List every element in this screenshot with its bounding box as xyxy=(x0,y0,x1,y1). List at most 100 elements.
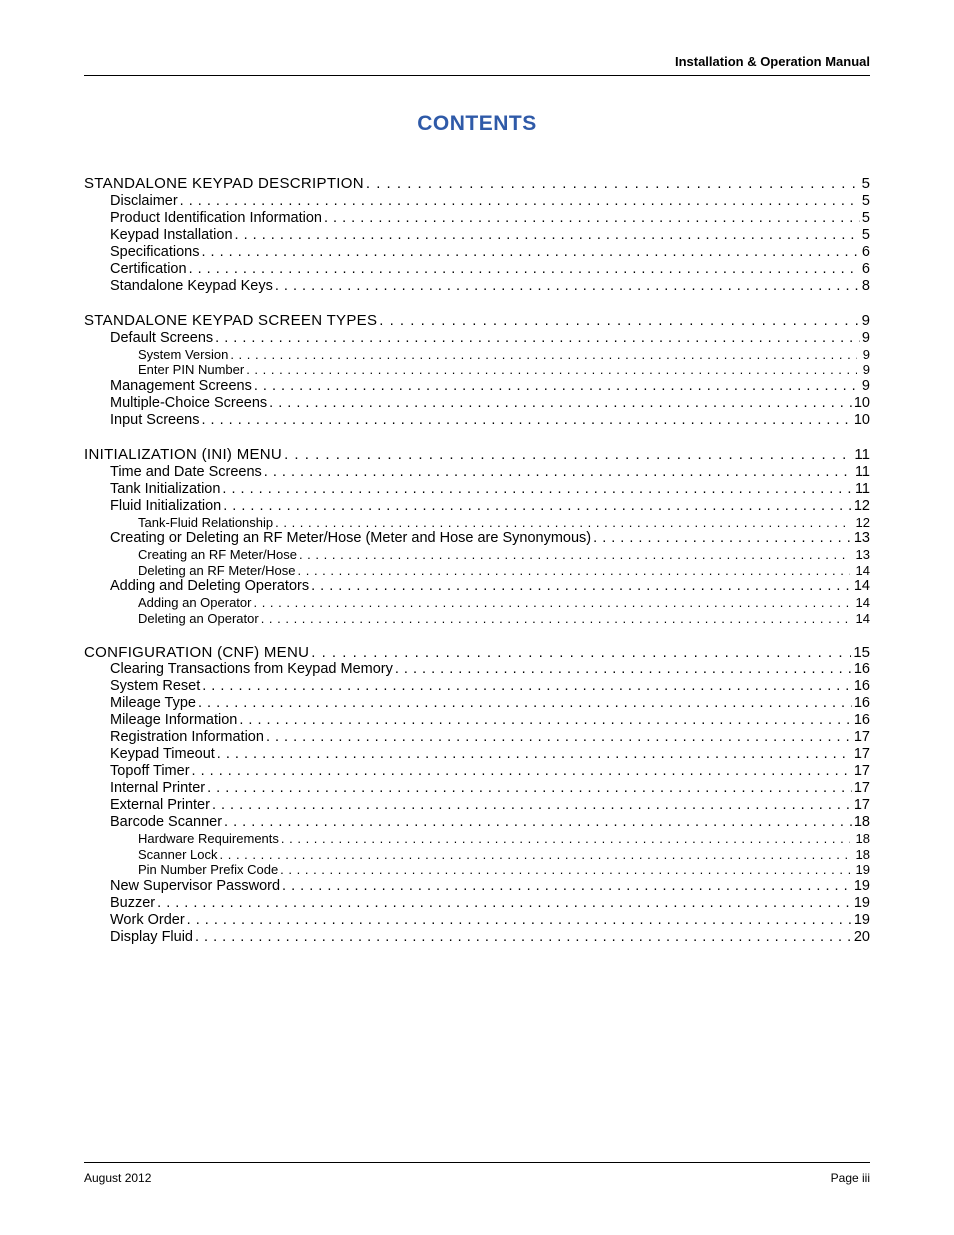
toc-entry-label[interactable]: Internal Printer xyxy=(110,781,205,796)
toc-row: Keypad Timeout17 xyxy=(84,747,870,762)
toc-leader-dots xyxy=(324,211,860,226)
toc-entry-label[interactable]: Buzzer xyxy=(110,896,155,911)
toc-section-heading[interactable]: INITIALIZATION (INI) MENU xyxy=(84,447,282,462)
toc-entry-label[interactable]: Tank-Fluid Relationship xyxy=(138,516,273,529)
toc-entry-label[interactable]: Fluid Initialization xyxy=(110,499,221,514)
toc-leader-dots xyxy=(195,930,852,945)
toc-entry-label[interactable]: Adding an Operator xyxy=(138,596,251,609)
toc-leader-dots xyxy=(207,781,852,796)
toc-row: STANDALONE KEYPAD SCREEN TYPES9 xyxy=(84,313,870,328)
toc-entry-label[interactable]: New Supervisor Password xyxy=(110,879,280,894)
toc-leader-dots xyxy=(366,176,860,191)
footer-date: August 2012 xyxy=(84,1171,151,1185)
toc-entry-label[interactable]: Deleting an RF Meter/Hose xyxy=(138,564,296,577)
toc-entry-label[interactable]: Time and Date Screens xyxy=(110,465,262,480)
toc-entry-label[interactable]: Work Order xyxy=(110,913,185,928)
toc-entry-page: 14 xyxy=(852,596,870,609)
toc-entry-page: 9 xyxy=(862,331,870,346)
toc-entry-label[interactable]: External Printer xyxy=(110,798,210,813)
toc-entry-label[interactable]: Deleting an Operator xyxy=(138,612,259,625)
toc-leader-dots xyxy=(202,679,852,694)
toc-entry-label[interactable]: System Reset xyxy=(110,679,200,694)
header-rule xyxy=(84,75,870,76)
toc-section-heading[interactable]: STANDALONE KEYPAD DESCRIPTION xyxy=(84,176,364,191)
toc-entry-label[interactable]: Disclaimer xyxy=(110,194,178,209)
toc-entry-page: 19 xyxy=(854,879,870,894)
toc-entry-page: 19 xyxy=(852,863,870,876)
toc-section-heading[interactable]: CONFIGURATION (CNF) MENU xyxy=(84,645,309,660)
toc-row: Mileage Information16 xyxy=(84,713,870,728)
toc-row: Management Screens 9 xyxy=(84,379,870,394)
toc-entry-label[interactable]: Display Fluid xyxy=(110,930,193,945)
toc-row: CONFIGURATION (CNF) MENU15 xyxy=(84,645,870,660)
toc-entry-label[interactable]: Creating or Deleting an RF Meter/Hose (M… xyxy=(110,531,591,546)
toc-entry-label[interactable]: Creating an RF Meter/Hose xyxy=(138,548,297,561)
toc-leader-dots xyxy=(299,548,850,561)
toc-row: Disclaimer 5 xyxy=(84,194,870,209)
toc-entry-label[interactable]: Mileage Information xyxy=(110,713,237,728)
toc-leader-dots xyxy=(261,612,850,625)
toc-entry-label[interactable]: Product Identification Information xyxy=(110,211,322,226)
toc-row: INITIALIZATION (INI) MENU11 xyxy=(84,447,870,462)
toc-leader-dots xyxy=(224,815,852,830)
footer-page-number: Page iii xyxy=(831,1171,870,1185)
toc-entry-label[interactable]: Topoff Timer xyxy=(110,764,190,779)
toc-entry-page: 6 xyxy=(862,245,870,260)
toc-section: CONFIGURATION (CNF) MENU15 Clearing Trans… xyxy=(84,645,870,945)
toc-entry-label[interactable]: Management Screens xyxy=(110,379,252,394)
toc-entry-label[interactable]: Keypad Installation xyxy=(110,228,233,243)
toc-entry-label[interactable]: Certification xyxy=(110,262,187,277)
toc-entry-page: 9 xyxy=(859,363,870,376)
toc-entry-label[interactable]: Hardware Requirements xyxy=(138,832,279,845)
toc-row: Deleting an RF Meter/Hose14 xyxy=(84,564,870,577)
toc-leader-dots xyxy=(280,863,849,876)
toc-row: Adding an Operator 14 xyxy=(84,596,870,609)
toc-leader-dots xyxy=(223,499,852,514)
toc-leader-dots xyxy=(217,747,852,762)
toc-row: New Supervisor Password 19 xyxy=(84,879,870,894)
toc-entry-label[interactable]: Default Screens xyxy=(110,331,213,346)
toc-section: STANDALONE KEYPAD SCREEN TYPES9Default S… xyxy=(84,313,870,427)
toc-entry-label[interactable]: Keypad Timeout xyxy=(110,747,215,762)
toc-row: Deleting an Operator14 xyxy=(84,612,870,625)
toc-row: Tank-Fluid Relationship12 xyxy=(84,516,870,529)
toc-entry-label[interactable]: Input Screens xyxy=(110,413,199,428)
toc-section-heading[interactable]: STANDALONE KEYPAD SCREEN TYPES xyxy=(84,313,377,328)
toc-entry-page: 5 xyxy=(862,228,870,243)
toc-entry-label[interactable]: Scanner Lock xyxy=(138,848,218,861)
toc-row: Adding and Deleting Operators14 xyxy=(84,579,870,594)
toc-row: System Reset 16 xyxy=(84,679,870,694)
toc-leader-dots xyxy=(201,413,851,428)
toc-entry-label[interactable]: Clearing Transactions from Keypad Memory xyxy=(110,662,393,677)
toc-row: Certification 6 xyxy=(84,262,870,277)
toc-leader-dots xyxy=(212,798,852,813)
toc-entry-page: 16 xyxy=(854,679,870,694)
toc-leader-dots xyxy=(239,713,852,728)
toc-entry-label[interactable]: Adding and Deleting Operators xyxy=(110,579,309,594)
toc-entry-page: 18 xyxy=(852,832,870,845)
toc-row: Multiple-Choice Screens10 xyxy=(84,396,870,411)
toc-entry-label[interactable]: Specifications xyxy=(110,245,199,260)
toc-entry-label[interactable]: Registration Information xyxy=(110,730,264,745)
toc-entry-label[interactable]: Barcode Scanner xyxy=(110,815,222,830)
toc-entry-label[interactable]: Pin Number Prefix Code xyxy=(138,863,278,876)
toc-entry-label[interactable]: Enter PIN Number xyxy=(138,363,244,376)
toc-leader-dots xyxy=(275,279,860,294)
toc-leader-dots xyxy=(275,516,849,529)
toc-row: Scanner Lock18 xyxy=(84,848,870,861)
table-of-contents: STANDALONE KEYPAD DESCRIPTION 5 Disclaimer… xyxy=(84,176,870,944)
toc-entry-label[interactable]: Mileage Type xyxy=(110,696,196,711)
toc-entry-page: 17 xyxy=(854,764,870,779)
toc-section-page: 5 xyxy=(862,176,870,191)
toc-entry-page: 10 xyxy=(854,413,870,428)
toc-row: Fluid Initialization12 xyxy=(84,499,870,514)
toc-entry-label[interactable]: System Version xyxy=(138,348,228,361)
toc-leader-dots xyxy=(395,662,852,677)
toc-entry-label[interactable]: Multiple-Choice Screens xyxy=(110,396,267,411)
toc-leader-dots xyxy=(198,696,852,711)
toc-entry-label[interactable]: Standalone Keypad Keys xyxy=(110,279,273,294)
toc-entry-label[interactable]: Tank Initialization xyxy=(110,482,220,497)
toc-leader-dots xyxy=(311,645,851,660)
toc-row: STANDALONE KEYPAD DESCRIPTION 5 xyxy=(84,176,870,191)
toc-entry-page: 6 xyxy=(862,262,870,277)
